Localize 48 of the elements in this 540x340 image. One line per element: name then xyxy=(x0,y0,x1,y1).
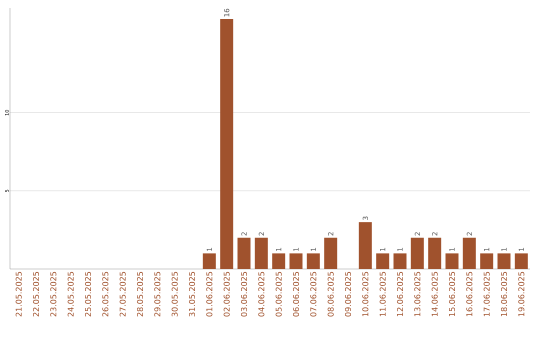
x-tick-label: 06.06.2025 xyxy=(292,272,300,316)
bar xyxy=(272,253,286,269)
x-tick-label: 10.06.2025 xyxy=(362,272,368,316)
x-tick-label: 26.05.2025 xyxy=(102,272,108,316)
bar xyxy=(446,253,459,269)
x-tick-label: 07.06.2025 xyxy=(310,272,316,316)
x-tick-label: 28.05.2025 xyxy=(136,272,144,316)
bar xyxy=(306,253,320,269)
x-tick-label: 30.05.2025 xyxy=(172,272,178,316)
x-tick-label: 03.06.2025 xyxy=(240,272,248,316)
x-tick-label: 31.05.2025 xyxy=(188,272,196,316)
x-tick-label: 18.06.2025 xyxy=(500,272,508,316)
x-tick-label: 16.06.2025 xyxy=(466,272,472,316)
x-tick-label: 13.06.2025 xyxy=(414,272,420,316)
bar xyxy=(376,253,390,269)
x-tick-label: 24.05.2025 xyxy=(68,272,74,316)
x-tick-label: 02.06.2025 xyxy=(224,272,230,316)
x-tick-label: 25.05.2025 xyxy=(84,272,92,316)
x-tick-label: 22.05.2025 xyxy=(32,272,40,316)
bar xyxy=(254,238,268,269)
x-tick-label: 12.06.2025 xyxy=(396,272,404,316)
x-tick-label: 04.06.2025 xyxy=(258,272,264,316)
x-tick-label: 23.05.2025 xyxy=(50,272,56,316)
bar xyxy=(290,253,303,269)
x-tick-label: 05.06.2025 xyxy=(276,272,282,316)
bar xyxy=(462,238,476,269)
x-tick-label: 29.05.2025 xyxy=(154,272,160,316)
x-tick-label: 09.06.2025 xyxy=(344,272,352,316)
bar xyxy=(238,238,251,269)
bar xyxy=(514,253,528,269)
bar xyxy=(480,253,494,269)
bar xyxy=(202,253,216,269)
x-tick-label: 27.05.2025 xyxy=(120,272,126,316)
x-tick-label: 01.06.2025 xyxy=(206,272,212,316)
bar xyxy=(324,238,338,269)
x-tick-label: 21.05.2025 xyxy=(16,272,22,316)
x-tick-label: 19.06.2025 xyxy=(518,272,524,316)
x-tick-label: 08.06.2025 xyxy=(328,272,334,316)
bar xyxy=(498,253,510,269)
x-tick-label: 14.06.2025 xyxy=(432,272,438,316)
bar xyxy=(410,238,424,269)
x-tick-label: 17.06.2025 xyxy=(484,272,490,316)
bar xyxy=(394,253,407,269)
bar xyxy=(358,222,372,269)
x-tick-label: 11.06.2025 xyxy=(380,272,386,316)
x-tick-label: 15.06.2025 xyxy=(448,272,456,316)
bar xyxy=(428,238,442,269)
bar xyxy=(220,18,234,269)
